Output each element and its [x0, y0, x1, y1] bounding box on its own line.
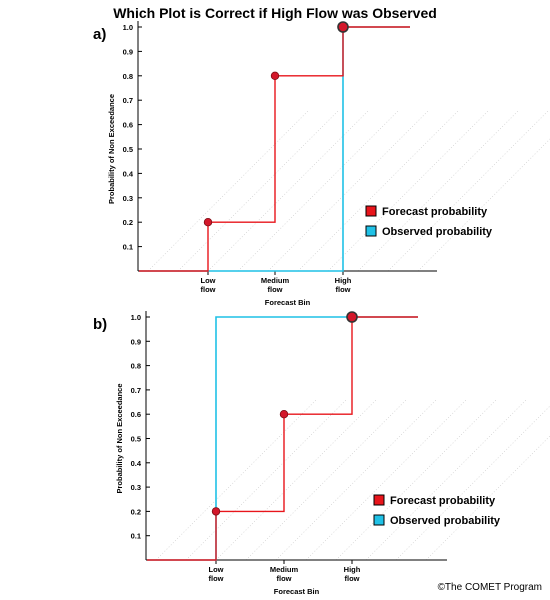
y-tick-label: 0.6 [123, 121, 133, 130]
grid-line [395, 405, 550, 561]
grid-line [185, 399, 347, 561]
grid-line [305, 399, 467, 561]
grid-line [275, 399, 437, 561]
grid-line [417, 138, 550, 272]
grid-line [425, 435, 550, 561]
y-tick-label: 0.7 [123, 96, 133, 105]
y-tick-label: 0.4 [123, 169, 134, 178]
legend-swatch [373, 514, 385, 526]
chart-title: Which Plot is Correct if High Flow was O… [113, 5, 437, 21]
legend-swatch [365, 205, 377, 217]
forecast-marker [279, 410, 289, 419]
y-tick-label: 0.5 [131, 435, 141, 444]
grid-line [147, 110, 309, 272]
grid-line [267, 110, 429, 272]
grid-line [387, 110, 549, 272]
grid-line [155, 399, 317, 561]
series-line-forecast [139, 26, 410, 272]
panel-label: b) [93, 316, 107, 333]
legend-swatch [365, 225, 377, 237]
y-tick-label: 0.2 [123, 218, 133, 227]
x-tick-label: Low [201, 276, 216, 285]
y-tick-label: 0.8 [131, 362, 141, 371]
grid-line [237, 110, 399, 272]
forecast-marker [203, 217, 213, 227]
forecast-marker [346, 311, 358, 323]
x-tick-label: Medium [261, 276, 290, 285]
x-tick-label: flow [268, 285, 283, 294]
y-tick-label: 0.2 [131, 507, 141, 516]
grid-line [327, 110, 489, 272]
legend-label: Forecast probability [390, 495, 496, 507]
y-tick-label: 0.7 [131, 386, 141, 395]
chart-panel-b: b)0.10.20.30.40.50.60.70.80.91.0LowflowM… [93, 311, 550, 596]
y-tick-label: 0.3 [123, 194, 133, 203]
grid-line [335, 399, 497, 561]
x-tick-label: flow [209, 574, 224, 583]
y-tick-label: 0.9 [131, 337, 141, 346]
forecast-marker [337, 21, 349, 33]
x-tick-label: High [344, 565, 361, 574]
grid-line [245, 399, 407, 561]
legend-label: Observed probability [382, 226, 493, 238]
grid-line [365, 399, 527, 561]
forecast-marker [211, 507, 221, 516]
y-tick-label: 1.0 [131, 313, 141, 322]
legend-swatch [373, 494, 385, 506]
y-tick-label: 0.3 [131, 483, 141, 492]
y-axis-title: Probability of Non Exceedance [115, 383, 124, 493]
x-tick-label: flow [336, 285, 351, 294]
x-tick-label: High [335, 276, 352, 285]
x-tick-label: Medium [270, 565, 299, 574]
copyright-notice: ©The COMET Program [437, 582, 542, 593]
chart-panel-a: a)0.10.20.30.40.50.60.70.80.91.0LowflowM… [93, 21, 550, 307]
grid-line [207, 110, 369, 272]
x-tick-label: flow [277, 574, 292, 583]
grid-line [357, 110, 519, 272]
grid-line [297, 110, 459, 272]
y-tick-label: 0.8 [123, 72, 133, 81]
y-tick-label: 0.5 [123, 145, 133, 154]
x-tick-label: flow [201, 285, 216, 294]
y-tick-label: 0.9 [123, 47, 133, 56]
y-tick-label: 0.1 [123, 243, 133, 252]
y-tick-label: 0.4 [131, 459, 142, 468]
y-tick-label: 0.6 [131, 410, 141, 419]
x-axis-title: Forecast Bin [274, 587, 320, 596]
x-axis-title: Forecast Bin [265, 298, 311, 307]
grid-line [177, 110, 339, 272]
legend-label: Observed probability [390, 515, 501, 527]
grid-line [215, 399, 377, 561]
forecast-marker [270, 71, 280, 80]
y-axis-title: Probability of Non Exceedance [107, 94, 116, 204]
panel-label: a) [93, 26, 106, 43]
y-tick-label: 0.1 [131, 532, 141, 541]
x-tick-label: Low [209, 565, 224, 574]
x-tick-label: flow [345, 574, 360, 583]
y-tick-label: 1.0 [123, 23, 133, 32]
legend-label: Forecast probability [382, 206, 488, 218]
series-line-forecast [147, 316, 418, 561]
